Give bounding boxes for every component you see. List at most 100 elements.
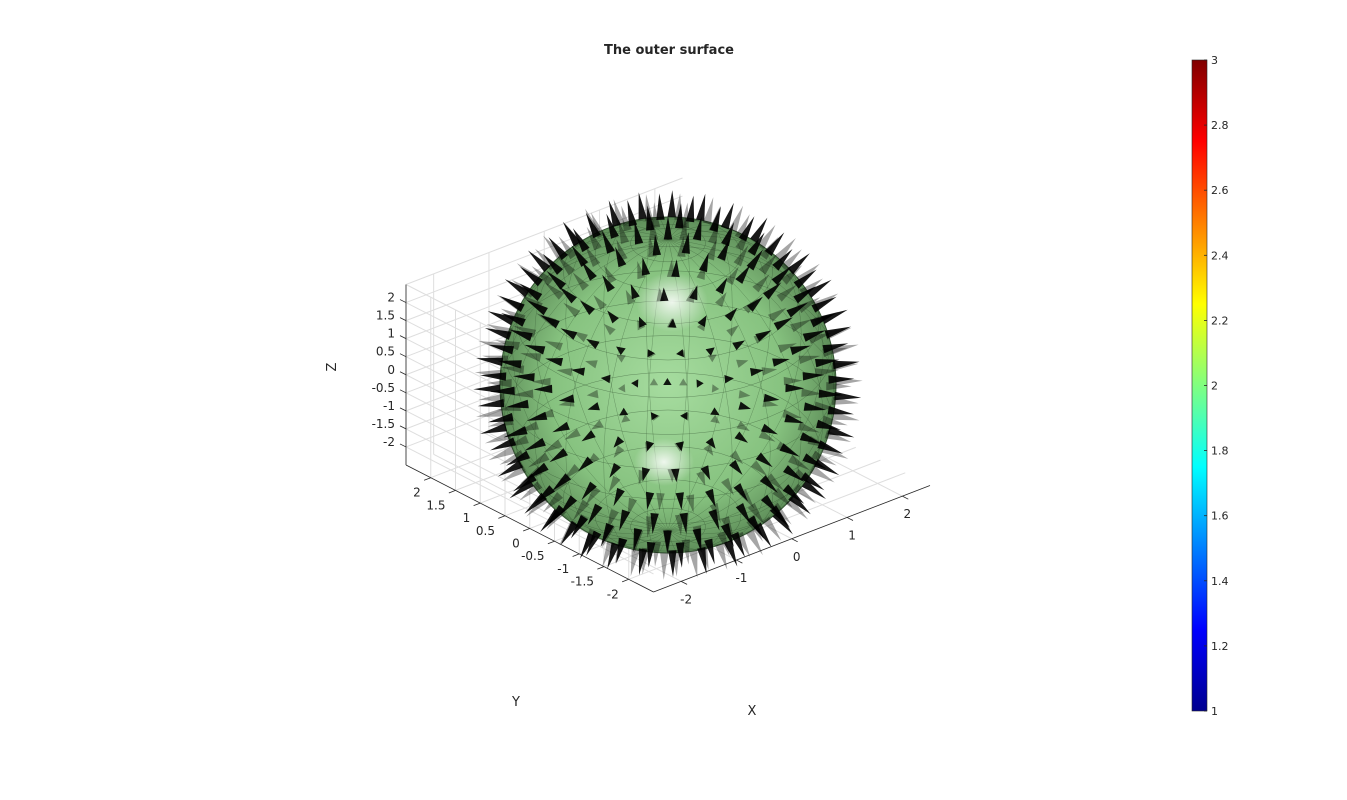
normal-arrow bbox=[585, 208, 601, 235]
normal-arrow bbox=[822, 415, 848, 426]
normal-arrow bbox=[802, 372, 825, 381]
normal-arrow bbox=[607, 542, 620, 570]
normal-arrow bbox=[763, 282, 782, 300]
normal-arrow bbox=[558, 495, 578, 517]
normal-arrow bbox=[681, 232, 690, 254]
mesh-longitude bbox=[565, 239, 669, 546]
x-tick-label: -2 bbox=[680, 592, 692, 606]
normal-arrow bbox=[619, 407, 629, 416]
normal-arrow bbox=[680, 411, 688, 420]
normal-arrow bbox=[618, 384, 626, 393]
normal-arrow bbox=[627, 200, 638, 227]
normal-arrow bbox=[545, 504, 566, 528]
normal-arrow bbox=[809, 465, 835, 483]
tick-mark bbox=[448, 490, 456, 494]
normal-arrow bbox=[784, 414, 805, 424]
normal-arrow bbox=[696, 193, 706, 221]
normal-arrow bbox=[827, 406, 854, 415]
box-edge bbox=[405, 177, 683, 285]
normal-arrow bbox=[717, 531, 730, 557]
normal-arrow bbox=[556, 368, 573, 377]
normal-arrow bbox=[490, 437, 517, 451]
mesh-longitude bbox=[534, 230, 669, 531]
normal-arrow bbox=[798, 355, 821, 364]
normal-arrow bbox=[817, 440, 843, 454]
normal-arrow bbox=[733, 245, 749, 267]
mesh-longitude bbox=[512, 235, 669, 531]
colorbar-tick-label: 3 bbox=[1211, 54, 1218, 67]
tick-mark bbox=[547, 540, 555, 545]
normal-arrow bbox=[615, 246, 627, 268]
normal-arrow bbox=[499, 296, 525, 312]
normal-arrow bbox=[788, 493, 811, 515]
normal-arrow bbox=[559, 286, 577, 304]
tick-mark bbox=[399, 353, 407, 358]
normal-arrow bbox=[586, 226, 602, 251]
z-tick-label: 1.5 bbox=[376, 309, 395, 323]
colorbar-tick-label: 1 bbox=[1211, 705, 1218, 718]
normal-arrow bbox=[750, 368, 764, 377]
colorbar-tick-label: 2.4 bbox=[1211, 249, 1229, 262]
normal-arrow bbox=[631, 379, 639, 388]
mesh-longitude bbox=[667, 219, 733, 531]
normal-arrow bbox=[768, 307, 787, 322]
tick-mark bbox=[399, 317, 407, 321]
normal-arrow bbox=[810, 313, 835, 328]
colorbar-tick-label: 1.6 bbox=[1211, 510, 1229, 523]
mesh-latitude bbox=[630, 224, 706, 263]
chart-title: The outer surface bbox=[604, 43, 734, 58]
mesh-longitude bbox=[667, 224, 771, 531]
normal-arrow bbox=[540, 315, 560, 329]
normal-arrow bbox=[591, 212, 606, 239]
normal-arrow bbox=[717, 239, 730, 261]
normal-arrow bbox=[735, 265, 751, 284]
normal-arrow bbox=[639, 316, 647, 328]
tick-mark bbox=[791, 538, 798, 543]
normal-arrow bbox=[476, 408, 504, 417]
tick-mark bbox=[399, 443, 407, 448]
normal-arrow bbox=[818, 389, 843, 398]
normal-arrow bbox=[511, 389, 534, 398]
normal-arrow bbox=[503, 426, 528, 438]
normal-arrow bbox=[652, 234, 661, 256]
mesh-latitude bbox=[503, 335, 833, 500]
normal-arrow bbox=[543, 439, 563, 453]
z-tick-label: 2 bbox=[387, 291, 395, 305]
normal-arrow bbox=[675, 514, 684, 536]
normal-arrow bbox=[505, 450, 531, 466]
normal-arrow bbox=[478, 393, 505, 402]
normal-arrow bbox=[696, 470, 706, 487]
normal-arrow bbox=[800, 472, 825, 491]
normal-arrow bbox=[828, 375, 855, 384]
normal-arrow bbox=[600, 522, 614, 547]
normal-arrow bbox=[520, 353, 542, 362]
normal-arrow bbox=[571, 367, 585, 376]
colorbar-tick-label: 2 bbox=[1211, 380, 1218, 393]
tick-mark bbox=[597, 566, 605, 570]
normal-arrow bbox=[480, 372, 507, 381]
normal-arrow bbox=[552, 421, 570, 433]
normal-arrow bbox=[761, 423, 778, 435]
normal-arrow bbox=[764, 232, 785, 256]
normal-arrow bbox=[793, 483, 816, 504]
y-tick-label: 1.5 bbox=[426, 498, 445, 512]
normal-arrow bbox=[750, 217, 768, 243]
y-axis-label: Y bbox=[511, 695, 520, 710]
normal-arrow bbox=[609, 462, 621, 478]
normal-arrow bbox=[505, 399, 529, 409]
mesh-latitude bbox=[563, 218, 773, 324]
normal-arrow bbox=[773, 317, 793, 331]
normal-arrow bbox=[634, 221, 644, 245]
normal-arrow bbox=[788, 454, 810, 471]
normal-arrow bbox=[526, 299, 548, 316]
normal-arrow bbox=[705, 437, 716, 449]
normal-arrow bbox=[487, 311, 515, 326]
normal-arrow bbox=[650, 412, 659, 421]
z-tick-label: 1 bbox=[387, 327, 395, 341]
tick-mark bbox=[902, 495, 909, 500]
normal-arrow bbox=[703, 443, 714, 456]
normal-arrow bbox=[779, 443, 800, 457]
normal-arrow bbox=[613, 436, 625, 448]
normal-arrow bbox=[652, 541, 661, 567]
normal-arrow bbox=[834, 391, 862, 401]
